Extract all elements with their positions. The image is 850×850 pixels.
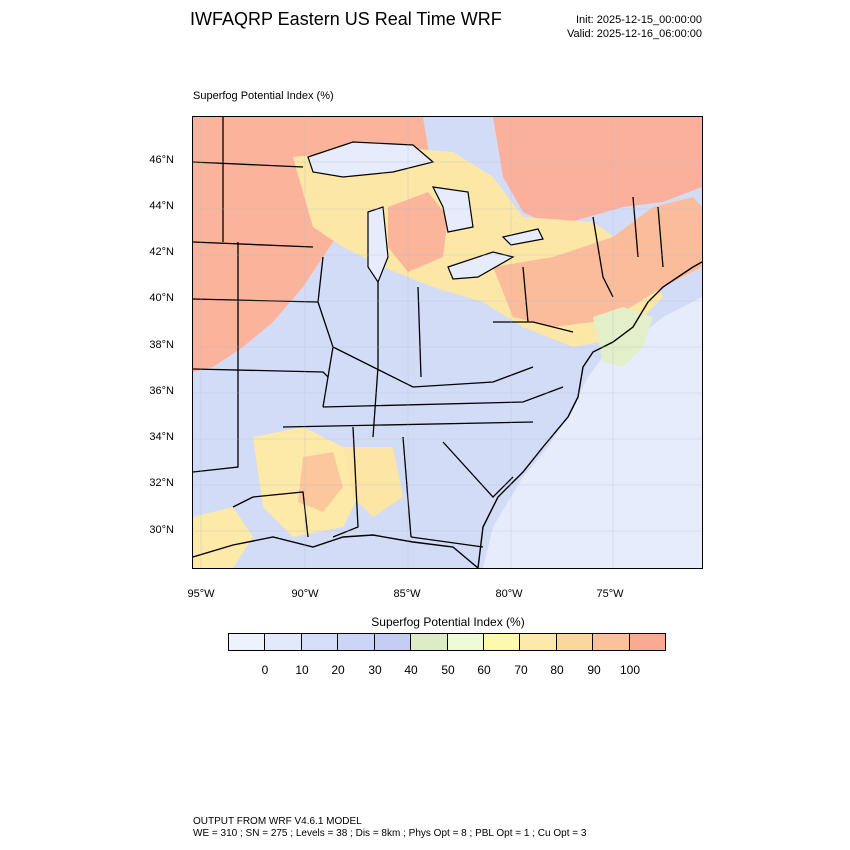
lon-label: 95°W [187,588,215,600]
colorbar-swatch [338,634,375,650]
coastal-green-band [593,307,653,367]
colorbar-title: Superfog Potential Index (%) [371,615,525,629]
graticule [193,117,702,568]
lat-label: 30°N [149,524,174,536]
colorbar-label: 0 [261,663,269,677]
valid-time: Valid: 2025-12-16_06:00:00 [567,28,702,40]
colorbar-swatch [520,634,557,650]
state-boundaries [193,117,664,548]
colorbar-swatch [229,634,266,650]
colorbar-swatch [447,634,484,650]
lon-label: 75°W [596,588,624,600]
lat-label: 38°N [149,339,174,351]
colorbar-label: 40 [404,663,418,677]
colorbar-swatch [301,634,339,650]
lat-label: 44°N [149,200,174,212]
lon-label: 80°W [495,588,523,600]
canada-region [493,117,702,227]
michigan-high-region [388,192,448,272]
lon-label: 85°W [393,588,421,600]
lake-superior [307,141,435,178]
main-title: IWFAQRP Eastern US Real Time WRF [190,9,502,29]
colorbar-swatch [265,634,302,650]
colorbar-label: 90 [587,663,601,677]
gulf-coastline [193,534,479,568]
colorbar-label: 100 [619,663,641,677]
colorbar-label: 80 [550,663,564,677]
lat-label: 32°N [149,477,174,489]
lon-label: 90°W [291,588,319,600]
colorbar-swatch [374,634,412,650]
lat-label: 42°N [149,246,174,258]
colorbar-swatch [411,634,448,650]
footer-model-line: OUTPUT FROM WRF V4.6.1 MODEL [193,816,362,827]
lake-erie [447,251,515,280]
footer-config-line: WE = 310 ; SN = 275 ; Levels = 38 ; Dis … [193,828,587,839]
colorbar-label: 60 [477,663,491,677]
colorbar-swatch [629,634,666,650]
lat-label: 40°N [149,292,174,304]
lake-huron [431,186,474,233]
colorbar-swatch [556,634,594,650]
lake-ontario [501,228,544,246]
field-title: Superfog Potential Index (%) [193,90,334,102]
colorbar-label: 30 [368,663,382,677]
lake-michigan [367,206,389,284]
colorbar-swatch [483,634,521,650]
lat-label: 46°N [149,154,174,166]
time-info: Init: 2025-12-15_00:00:00 Valid: 2025-12… [567,13,702,41]
lat-label: 36°N [149,385,174,397]
map-canvas [193,117,702,568]
init-time: Init: 2025-12-15_00:00:00 [576,14,702,26]
south-pocket-3 [343,447,403,517]
atlantic-coastline [477,261,702,568]
map-panel [192,116,703,569]
lat-label: 34°N [149,431,174,443]
colorbar-swatch [593,634,630,650]
colorbar-label: 70 [514,663,528,677]
colorbar-label: 20 [331,663,345,677]
colorbar-label: 10 [295,663,309,677]
colorbar [228,633,666,651]
colorbar-label: 50 [441,663,455,677]
footer: OUTPUT FROM WRF V4.6.1 MODEL WE = 310 ; … [193,816,586,840]
south-pocket-2 [298,452,343,512]
northeast-high-region [493,197,702,327]
